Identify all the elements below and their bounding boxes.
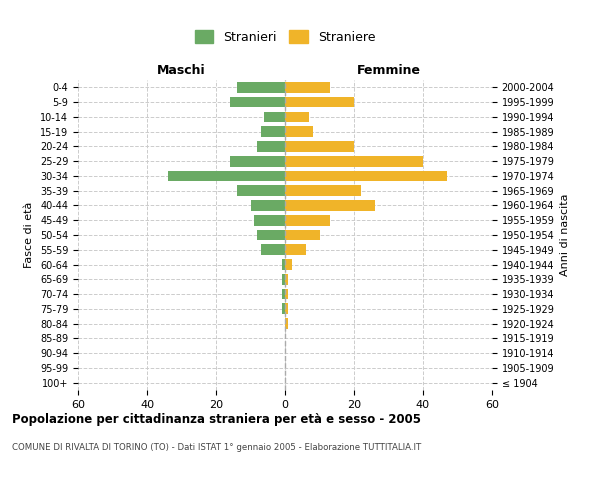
Bar: [285, 244, 306, 255]
Bar: [285, 112, 309, 122]
Bar: [285, 126, 313, 137]
Bar: [281, 274, 285, 284]
Bar: [257, 141, 285, 152]
Bar: [285, 200, 374, 211]
Bar: [281, 288, 285, 300]
Text: Maschi: Maschi: [157, 64, 206, 77]
Bar: [251, 200, 285, 211]
Bar: [254, 215, 285, 226]
Bar: [230, 156, 285, 166]
Y-axis label: Anni di nascita: Anni di nascita: [560, 194, 570, 276]
Bar: [285, 97, 354, 108]
Bar: [285, 259, 292, 270]
Bar: [261, 244, 285, 255]
Bar: [285, 304, 289, 314]
Bar: [285, 230, 320, 240]
Bar: [237, 186, 285, 196]
Bar: [265, 112, 285, 122]
Bar: [230, 97, 285, 108]
Bar: [285, 274, 289, 284]
Bar: [281, 304, 285, 314]
Bar: [285, 318, 289, 329]
Legend: Stranieri, Straniere: Stranieri, Straniere: [190, 26, 380, 49]
Text: Femmine: Femmine: [356, 64, 421, 77]
Bar: [285, 141, 354, 152]
Y-axis label: Fasce di età: Fasce di età: [25, 202, 34, 268]
Bar: [285, 288, 289, 300]
Bar: [285, 170, 447, 181]
Bar: [285, 186, 361, 196]
Bar: [285, 82, 330, 92]
Bar: [281, 259, 285, 270]
Bar: [285, 215, 330, 226]
Bar: [257, 230, 285, 240]
Bar: [261, 126, 285, 137]
Bar: [285, 156, 423, 166]
Text: Popolazione per cittadinanza straniera per età e sesso - 2005: Popolazione per cittadinanza straniera p…: [12, 412, 421, 426]
Bar: [237, 82, 285, 92]
Text: COMUNE DI RIVALTA DI TORINO (TO) - Dati ISTAT 1° gennaio 2005 - Elaborazione TUT: COMUNE DI RIVALTA DI TORINO (TO) - Dati …: [12, 442, 421, 452]
Bar: [168, 170, 285, 181]
